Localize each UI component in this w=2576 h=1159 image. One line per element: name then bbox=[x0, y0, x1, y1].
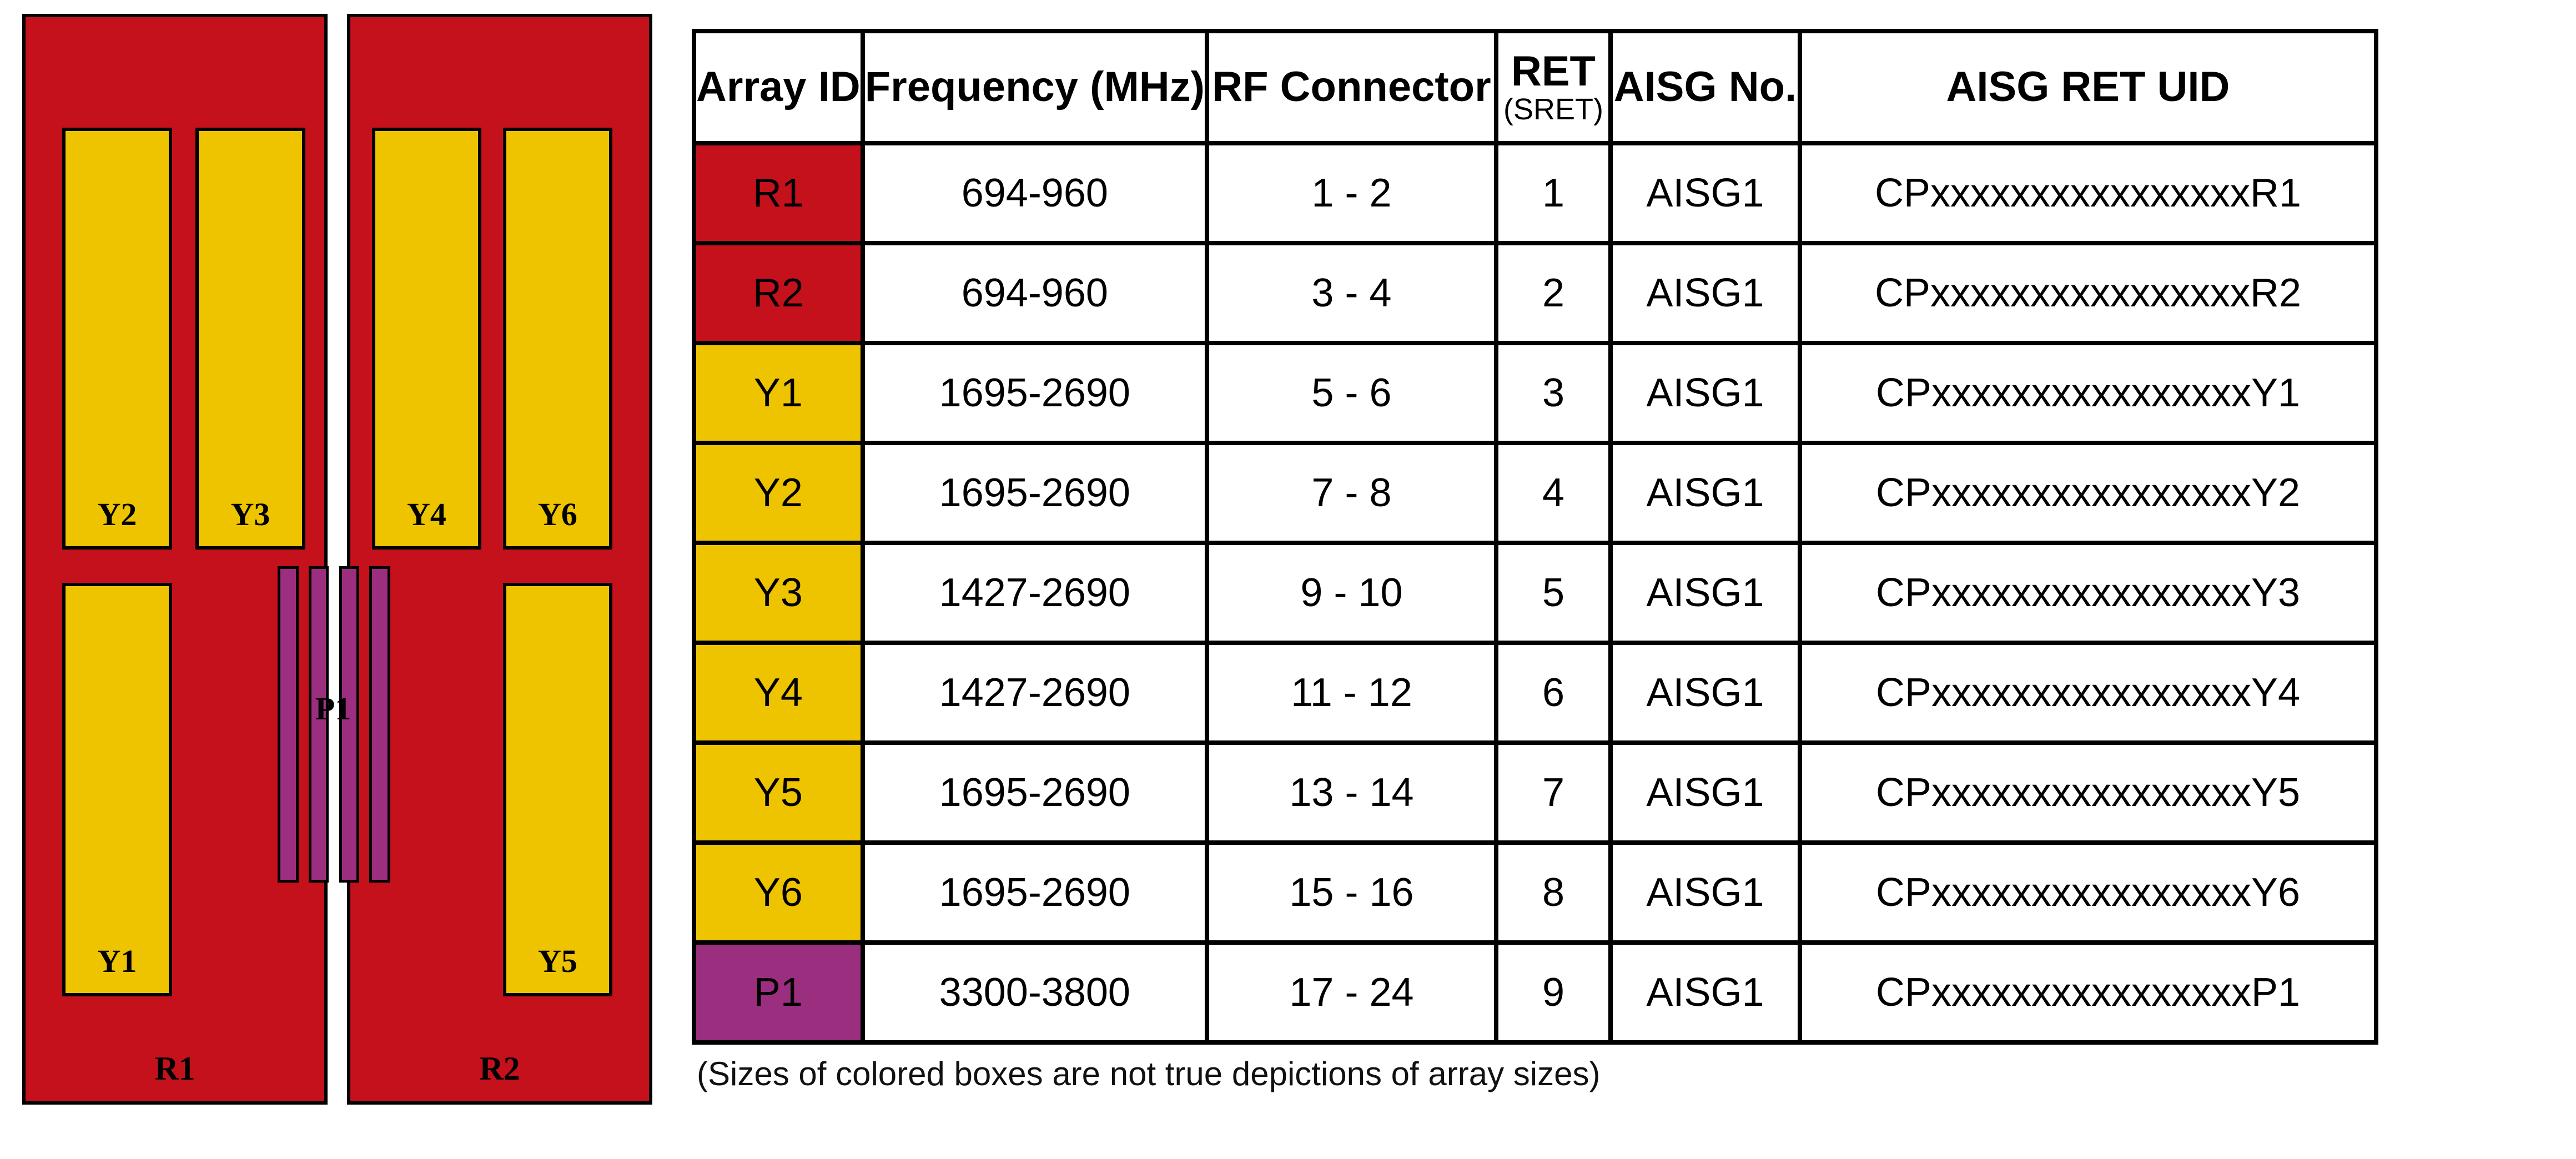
panel-label-r1: R1 bbox=[154, 1050, 195, 1087]
cell-frequency: 1695-2690 bbox=[860, 740, 1209, 845]
p1-array-strip bbox=[369, 566, 390, 883]
table-header-row: Array ID Frequency (MHz) RF Connector RE… bbox=[692, 29, 2378, 145]
header-ret-line2: (SRET) bbox=[1503, 92, 1603, 126]
cell-aisg-no: AISG1 bbox=[1608, 541, 1802, 645]
array-label-y5: Y5 bbox=[538, 943, 577, 979]
array-label-y4: Y4 bbox=[407, 496, 446, 532]
p1-array-strip bbox=[309, 566, 329, 883]
cell-frequency: 694-960 bbox=[860, 241, 1209, 345]
cell-aisg-ret-uid: CPxxxxxxxxxxxxxxxxY6 bbox=[1797, 840, 2378, 945]
cell-array-id: Y5 bbox=[692, 740, 865, 845]
cell-aisg-ret-uid: CPxxxxxxxxxxxxxxxxY3 bbox=[1797, 541, 2378, 645]
table-row: Y3 1427-2690 9 - 10 5 AISG1 CPxxxxxxxxxx… bbox=[692, 541, 2378, 645]
cell-aisg-ret-uid: CPxxxxxxxxxxxxxxxxY4 bbox=[1797, 641, 2378, 745]
cell-frequency: 1427-2690 bbox=[860, 641, 1209, 745]
cell-ret: 9 bbox=[1493, 940, 1613, 1045]
table-row: Y6 1695-2690 15 - 16 8 AISG1 CPxxxxxxxxx… bbox=[692, 840, 2378, 945]
array-box-y6: Y6 bbox=[503, 128, 612, 550]
header-rf-connector: RF Connector bbox=[1204, 29, 1498, 145]
cell-aisg-no: AISG1 bbox=[1608, 840, 1802, 945]
cell-rf-connector: 15 - 16 bbox=[1204, 840, 1498, 945]
cell-frequency: 1695-2690 bbox=[860, 840, 1209, 945]
cell-array-id: P1 bbox=[692, 940, 865, 1045]
array-box-y1: Y1 bbox=[62, 583, 172, 996]
cell-array-id: Y6 bbox=[692, 840, 865, 945]
cell-array-id: Y3 bbox=[692, 541, 865, 645]
table-row: Y5 1695-2690 13 - 14 7 AISG1 CPxxxxxxxxx… bbox=[692, 740, 2378, 845]
cell-frequency: 694-960 bbox=[860, 141, 1209, 245]
cell-ret: 7 bbox=[1493, 740, 1613, 845]
cell-aisg-ret-uid: CPxxxxxxxxxxxxxxxxR2 bbox=[1797, 241, 2378, 345]
header-frequency: Frequency (MHz) bbox=[860, 29, 1209, 145]
cell-aisg-no: AISG1 bbox=[1608, 141, 1802, 245]
cell-ret: 1 bbox=[1493, 141, 1613, 245]
cell-ret: 3 bbox=[1493, 341, 1613, 445]
table-row: Y2 1695-2690 7 - 8 4 AISG1 CPxxxxxxxxxxx… bbox=[692, 441, 2378, 545]
cell-rf-connector: 5 - 6 bbox=[1204, 341, 1498, 445]
table-row: Y4 1427-2690 11 - 12 6 AISG1 CPxxxxxxxxx… bbox=[692, 641, 2378, 745]
array-label-y1: Y1 bbox=[97, 943, 137, 979]
cell-aisg-ret-uid: CPxxxxxxxxxxxxxxxxR1 bbox=[1797, 141, 2378, 245]
cell-aisg-no: AISG1 bbox=[1608, 940, 1802, 1045]
table-row: R2 694-960 3 - 4 2 AISG1 CPxxxxxxxxxxxxx… bbox=[692, 241, 2378, 345]
array-box-y4: Y4 bbox=[372, 128, 481, 550]
header-ret-line1: RET bbox=[1511, 47, 1596, 95]
size-disclaimer-note: (Sizes of colored boxes are not true dep… bbox=[697, 1055, 1601, 1092]
header-ret: RET (SRET) bbox=[1493, 29, 1613, 145]
cell-aisg-ret-uid: CPxxxxxxxxxxxxxxxxY5 bbox=[1797, 740, 2378, 845]
cell-rf-connector: 17 - 24 bbox=[1204, 940, 1498, 1045]
cell-aisg-ret-uid: CPxxxxxxxxxxxxxxxxY1 bbox=[1797, 341, 2378, 445]
cell-aisg-no: AISG1 bbox=[1608, 441, 1802, 545]
cell-aisg-no: AISG1 bbox=[1608, 241, 1802, 345]
cell-frequency: 1695-2690 bbox=[860, 341, 1209, 445]
array-box-y2: Y2 bbox=[62, 128, 172, 550]
p1-array-strip bbox=[339, 566, 359, 883]
cell-frequency: 1427-2690 bbox=[860, 541, 1209, 645]
cell-aisg-no: AISG1 bbox=[1608, 740, 1802, 845]
cell-rf-connector: 13 - 14 bbox=[1204, 740, 1498, 845]
table-row: R1 694-960 1 - 2 1 AISG1 CPxxxxxxxxxxxxx… bbox=[692, 141, 2378, 245]
array-label-p1: P1 bbox=[315, 691, 351, 727]
cell-frequency: 3300-3800 bbox=[860, 940, 1209, 1045]
cell-ret: 6 bbox=[1493, 641, 1613, 745]
header-array-id: Array ID bbox=[692, 29, 865, 145]
cell-rf-connector: 3 - 4 bbox=[1204, 241, 1498, 345]
array-label-y6: Y6 bbox=[538, 496, 577, 532]
cell-frequency: 1695-2690 bbox=[860, 441, 1209, 545]
array-box-y3: Y3 bbox=[195, 128, 305, 550]
cell-array-id: Y4 bbox=[692, 641, 865, 745]
cell-rf-connector: 9 - 10 bbox=[1204, 541, 1498, 645]
panel-label-r2: R2 bbox=[479, 1050, 520, 1087]
array-label-y2: Y2 bbox=[97, 496, 137, 532]
cell-ret: 4 bbox=[1493, 441, 1613, 545]
cell-ret: 5 bbox=[1493, 541, 1613, 645]
array-label-y3: Y3 bbox=[230, 496, 270, 532]
header-aisg-no: AISG No. bbox=[1608, 29, 1802, 145]
cell-aisg-ret-uid: CPxxxxxxxxxxxxxxxxP1 bbox=[1797, 940, 2378, 1045]
cell-aisg-no: AISG1 bbox=[1608, 341, 1802, 445]
port-mapping-table: Array ID Frequency (MHz) RF Connector RE… bbox=[692, 29, 2378, 1045]
cell-aisg-no: AISG1 bbox=[1608, 641, 1802, 745]
cell-aisg-ret-uid: CPxxxxxxxxxxxxxxxxY2 bbox=[1797, 441, 2378, 545]
cell-ret: 2 bbox=[1493, 241, 1613, 345]
table-row: Y1 1695-2690 5 - 6 3 AISG1 CPxxxxxxxxxxx… bbox=[692, 341, 2378, 445]
cell-array-id: R2 bbox=[692, 241, 865, 345]
cell-array-id: R1 bbox=[692, 141, 865, 245]
cell-rf-connector: 7 - 8 bbox=[1204, 441, 1498, 545]
p1-array-strip bbox=[278, 566, 299, 883]
table-row: P1 3300-3800 17 - 24 9 AISG1 CPxxxxxxxxx… bbox=[692, 940, 2378, 1045]
cell-array-id: Y1 bbox=[692, 341, 865, 445]
array-box-y5: Y5 bbox=[503, 583, 612, 996]
cell-ret: 8 bbox=[1493, 840, 1613, 945]
cell-rf-connector: 11 - 12 bbox=[1204, 641, 1498, 745]
cell-rf-connector: 1 - 2 bbox=[1204, 141, 1498, 245]
header-aisg-ret-uid: AISG RET UID bbox=[1797, 29, 2378, 145]
cell-array-id: Y2 bbox=[692, 441, 865, 545]
